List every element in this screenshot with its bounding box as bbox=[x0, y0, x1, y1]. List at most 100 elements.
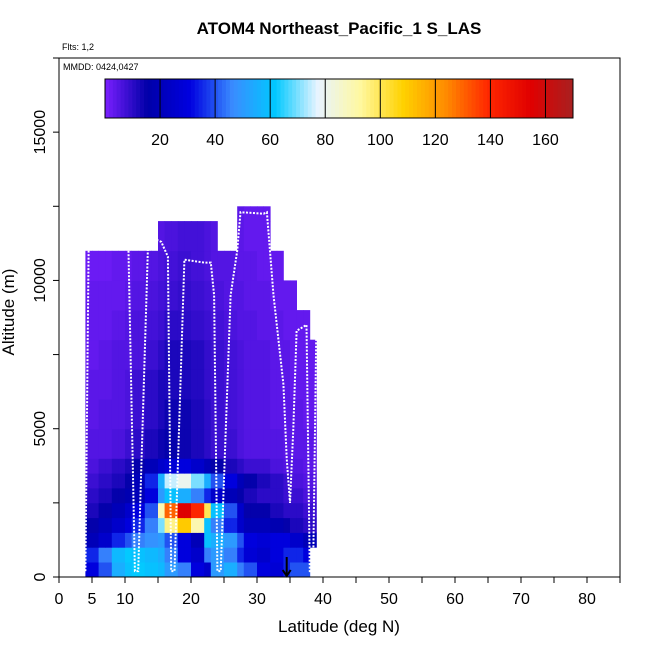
heat-cell bbox=[283, 369, 291, 400]
heat-cell bbox=[243, 488, 251, 504]
heat-cell bbox=[151, 369, 159, 400]
heat-cell bbox=[144, 339, 152, 370]
colorbar-swatch bbox=[229, 79, 235, 118]
heat-cell bbox=[290, 280, 297, 311]
heat-cell bbox=[204, 310, 212, 341]
colorbar-swatch bbox=[459, 79, 465, 118]
heat-cell bbox=[177, 399, 185, 430]
y-axis: 0 5000 10000 15000 bbox=[32, 57, 59, 581]
heat-cell bbox=[85, 458, 93, 474]
heat-cell bbox=[243, 562, 251, 578]
heat-cell bbox=[184, 250, 192, 281]
heat-cell bbox=[303, 428, 311, 459]
heat-cell bbox=[210, 221, 218, 252]
heat-cell bbox=[204, 280, 212, 311]
heat-cell bbox=[138, 517, 146, 533]
heat-cell bbox=[230, 473, 238, 489]
heat-cell bbox=[257, 428, 264, 459]
heat-cell bbox=[296, 502, 304, 519]
heat-cell bbox=[184, 369, 192, 400]
heat-cell bbox=[85, 473, 93, 489]
heat-cell bbox=[204, 458, 212, 474]
colorbar-tick-label: 120 bbox=[422, 132, 449, 149]
colorbar-swatch bbox=[206, 79, 211, 118]
heat-cell bbox=[144, 517, 152, 533]
heat-cell bbox=[151, 428, 159, 459]
heat-cell bbox=[309, 458, 317, 474]
heat-cell bbox=[237, 280, 245, 311]
heat-cell bbox=[276, 502, 284, 519]
colorbar-swatch bbox=[112, 79, 118, 118]
heat-cell bbox=[276, 532, 284, 548]
heat-cell bbox=[303, 369, 311, 400]
heat-cell bbox=[131, 502, 139, 519]
colorbar-swatch bbox=[144, 79, 149, 118]
heat-cell bbox=[105, 458, 113, 474]
heat-cell bbox=[164, 250, 172, 281]
heat-cell bbox=[191, 473, 198, 489]
heat-cell bbox=[283, 517, 291, 533]
heat-cell bbox=[164, 473, 172, 489]
heat-cell bbox=[105, 562, 113, 578]
colorbar-tick-label: 60 bbox=[261, 132, 279, 149]
colorbar-swatch bbox=[303, 79, 309, 118]
heat-cell bbox=[158, 517, 165, 533]
x-tick-label: 30 bbox=[248, 591, 266, 608]
heat-cell bbox=[164, 310, 172, 341]
heat-cell bbox=[237, 517, 245, 533]
heat-cell bbox=[171, 339, 179, 370]
heat-cell bbox=[131, 369, 139, 400]
colorbar-swatch bbox=[202, 79, 207, 118]
heat-cell bbox=[191, 280, 198, 311]
colorbar-swatch bbox=[417, 79, 422, 118]
heat-cell bbox=[164, 532, 172, 548]
colorbar-swatch bbox=[284, 79, 289, 118]
heat-cell bbox=[197, 399, 205, 430]
heat-cell bbox=[224, 532, 231, 548]
heat-cell bbox=[138, 488, 146, 504]
heat-cell bbox=[171, 399, 179, 430]
flights-label: Flts: 1,2 bbox=[62, 42, 94, 52]
heat-cell bbox=[191, 221, 198, 252]
heat-cell bbox=[276, 547, 284, 563]
colorbar-swatch bbox=[557, 79, 562, 118]
heat-cell bbox=[283, 532, 291, 548]
colorbar-swatch bbox=[475, 79, 480, 118]
heat-cell bbox=[250, 547, 258, 563]
heat-cell bbox=[177, 339, 185, 370]
heat-cell bbox=[138, 280, 146, 311]
heat-cell bbox=[158, 502, 165, 519]
heat-cell bbox=[111, 488, 119, 504]
colorbar-swatch bbox=[545, 79, 551, 118]
colorbar-swatch bbox=[128, 79, 133, 118]
heat-cell bbox=[276, 280, 284, 311]
heat-cell bbox=[250, 428, 258, 459]
x-tick-label: 50 bbox=[380, 591, 398, 608]
x-tick-label: 70 bbox=[512, 591, 530, 608]
heat-cell bbox=[303, 532, 311, 548]
heat-cell bbox=[118, 310, 126, 341]
heat-cell bbox=[250, 221, 258, 252]
heat-cell bbox=[230, 502, 238, 519]
heat-cell bbox=[118, 547, 126, 563]
heat-cell bbox=[125, 428, 132, 459]
heat-cell bbox=[217, 399, 225, 430]
heat-cell bbox=[98, 488, 106, 504]
heat-cell bbox=[250, 369, 258, 400]
heat-cell bbox=[210, 399, 218, 430]
heat-cell bbox=[197, 310, 205, 341]
heat-cell bbox=[184, 562, 192, 578]
heat-cell bbox=[210, 517, 218, 533]
heat-cell bbox=[92, 547, 99, 563]
heat-cell bbox=[217, 517, 225, 533]
heat-cell bbox=[276, 369, 284, 400]
heat-cell bbox=[131, 280, 139, 311]
heat-cell bbox=[283, 488, 291, 504]
heatmap-cells bbox=[85, 206, 317, 578]
heat-cell bbox=[125, 399, 132, 430]
heat-cell bbox=[98, 280, 106, 311]
heat-cell bbox=[138, 310, 146, 341]
heat-cell bbox=[111, 562, 119, 578]
heat-cell bbox=[158, 369, 165, 400]
colorbar-swatch bbox=[350, 79, 356, 118]
